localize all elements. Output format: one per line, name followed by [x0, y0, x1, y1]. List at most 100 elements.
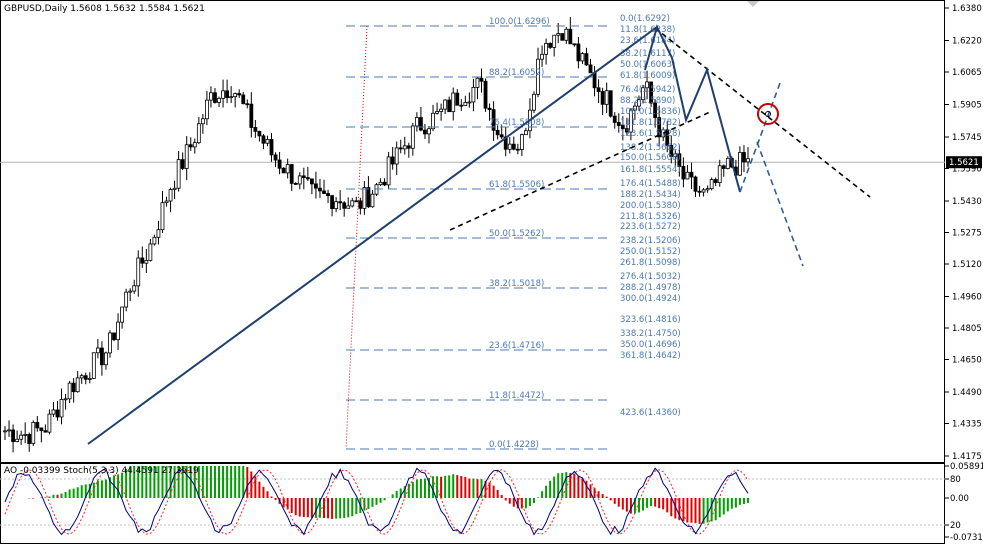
- candle-bear: [665, 129, 670, 146]
- fib-extension-label: 323.6(1.4816): [620, 315, 681, 325]
- candle-bull: [350, 200, 355, 207]
- price-scale-label: 1.4175: [952, 452, 982, 462]
- candle-bull: [705, 188, 710, 191]
- candle-bear: [669, 144, 674, 157]
- candle-bull: [132, 285, 137, 292]
- candle-bear: [257, 130, 262, 137]
- candle-bear: [390, 156, 395, 165]
- price-scale-label: 1.6380: [952, 4, 982, 14]
- candle-bull: [552, 34, 557, 48]
- fib-extension-label: 50.0(1.6063): [620, 60, 675, 70]
- candle-bull: [297, 175, 302, 185]
- candle-bull: [192, 142, 197, 148]
- candles: [3, 17, 750, 453]
- candle-bear: [301, 175, 306, 179]
- candle-bull: [229, 96, 234, 99]
- fib-extension-label: 223.6(1.5272): [620, 222, 681, 232]
- candle-bear: [71, 382, 76, 393]
- candle-bull: [31, 422, 36, 444]
- fib-extension-label: 76.4(1.5942): [620, 85, 675, 95]
- candle-bear: [253, 127, 258, 132]
- candle-bull: [184, 144, 189, 169]
- candle-bull: [172, 187, 177, 190]
- candle-bear: [423, 129, 427, 135]
- fib-extension-label: 0.0(1.6292): [620, 14, 670, 24]
- candle-bull: [633, 105, 637, 111]
- candle-bull: [524, 130, 528, 136]
- candle-bear: [281, 167, 286, 174]
- candle-bear: [293, 183, 298, 185]
- target-center: [765, 111, 771, 117]
- candle-bull: [402, 145, 407, 150]
- candle-bear: [249, 103, 254, 128]
- candle-bull: [507, 143, 512, 150]
- candle-bull: [362, 187, 367, 209]
- chart-header: GBPUSD,Daily 1.5608 1.5632 1.5584 1.5621: [4, 4, 205, 14]
- candle-bull: [580, 53, 585, 62]
- candle-bear: [649, 81, 653, 104]
- candle-bull: [701, 189, 706, 193]
- candle-bear: [600, 91, 605, 105]
- candle-bear: [515, 148, 520, 151]
- price-scale-label: 1.4335: [952, 419, 982, 429]
- price-scale-label: 1.5745: [952, 133, 982, 143]
- support-dashed-line: [449, 111, 711, 231]
- fib-extension-label: 211.8(1.5326): [620, 212, 681, 222]
- fib-level-label: 11.8(1.4472): [489, 391, 544, 401]
- candle-bear: [721, 165, 726, 169]
- candle-bear: [495, 129, 500, 136]
- price-scale-label: 1.5590: [952, 165, 982, 175]
- candle-bear: [713, 179, 718, 184]
- candle-bear: [83, 375, 88, 380]
- candle-bull: [709, 179, 714, 190]
- candle-bear: [35, 422, 40, 429]
- fib-level-label: 0.0(1.4228): [489, 440, 539, 450]
- price-scale-label: 1.6065: [952, 68, 982, 78]
- candle-bull: [67, 382, 72, 400]
- candle-bear: [572, 43, 577, 46]
- candle-bull: [378, 181, 383, 186]
- indicator-header: AO -0.03399 Stoch(5,3,3) 44.4591 27.3519: [4, 466, 199, 476]
- candle-bear: [511, 143, 516, 150]
- candle-bear: [366, 187, 371, 208]
- primary-trendline: [87, 26, 658, 445]
- fib-extension-label: 188.2(1.5434): [620, 190, 681, 200]
- candle-bear: [237, 93, 242, 96]
- candle-bear: [689, 171, 694, 178]
- stoch-signal-line: [4, 469, 749, 535]
- candle-bear: [314, 183, 318, 189]
- candle-bull: [205, 99, 209, 120]
- candle-bear: [612, 115, 617, 123]
- candle-bear: [322, 190, 326, 194]
- candle-bear: [213, 92, 217, 103]
- candle-bull: [604, 90, 609, 105]
- candle-bull: [116, 321, 120, 341]
- candle-bull: [386, 156, 391, 186]
- candle-bear: [342, 202, 347, 209]
- candle-bull: [104, 352, 108, 366]
- candle-bear: [188, 144, 193, 148]
- candle-bull: [3, 430, 7, 433]
- candle-bear: [419, 117, 423, 131]
- candle-bull: [7, 429, 11, 432]
- candle-bear: [459, 104, 464, 107]
- candle-bull: [475, 77, 480, 88]
- candle-bear: [225, 90, 229, 99]
- current-price-box: [946, 156, 982, 169]
- candle-bear: [277, 159, 282, 169]
- target-circle: [757, 103, 779, 125]
- fib-extension-label: 100.0(1.5836): [620, 107, 681, 117]
- candle-bull: [95, 347, 100, 354]
- candle-bear: [269, 139, 274, 156]
- candle-bear: [55, 409, 60, 418]
- candle-bear: [261, 135, 266, 144]
- candle-bull: [519, 134, 524, 150]
- indicator-scale-label: 20: [950, 521, 961, 531]
- candle-bull: [346, 205, 351, 209]
- fib-level-label: 88.2(1.6052): [489, 68, 544, 78]
- candle-bear: [681, 166, 686, 180]
- candle-bull: [746, 158, 750, 163]
